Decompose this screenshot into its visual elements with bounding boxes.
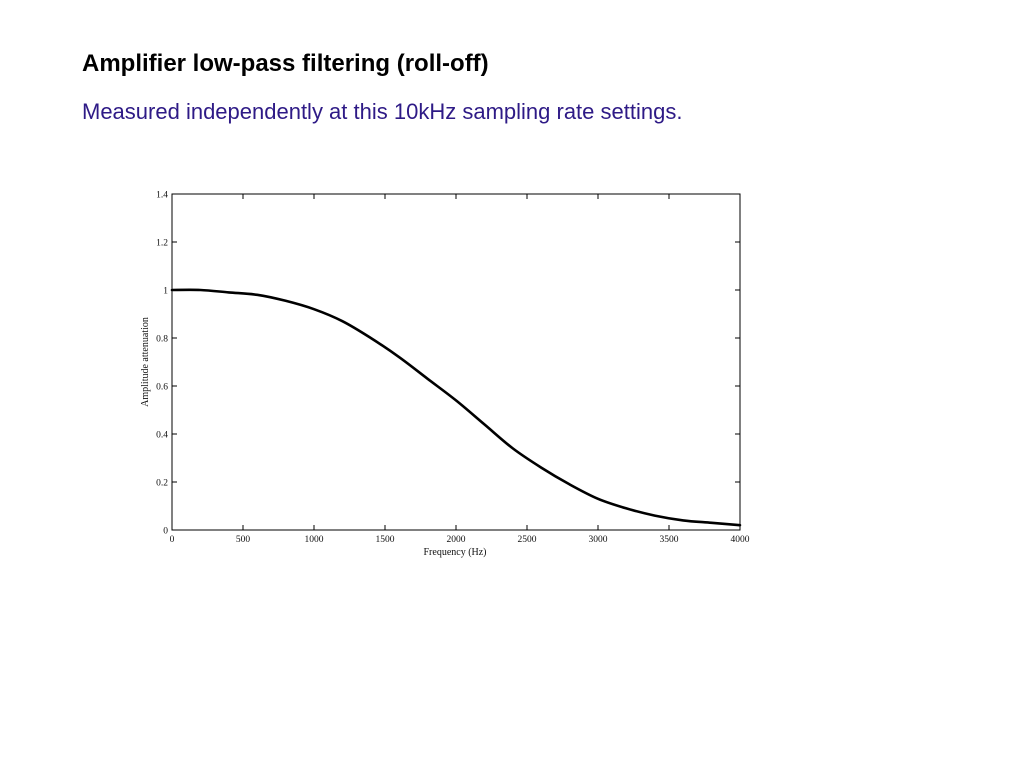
slide-subtitle: Measured independently at this 10kHz sam… [82, 99, 683, 124]
y-axis-label: Amplitude attenuation [140, 317, 151, 407]
x-tick-label: 2500 [518, 535, 537, 545]
x-axis-ticks: 0 500 1000 1500 2000 2500 3000 3500 4000 [170, 194, 750, 545]
x-tick-label: 1500 [376, 535, 395, 545]
y-tick-label: 0 [163, 527, 168, 537]
y-tick-label: 0.6 [156, 383, 168, 393]
slide-title: Amplifier low-pass filtering (roll-off) [82, 50, 489, 77]
x-tick-label: 0 [170, 535, 175, 545]
y-tick-label: 0.2 [156, 479, 168, 489]
x-tick-label: 2000 [447, 535, 466, 545]
x-axis-label: Frequency (Hz) [423, 547, 486, 558]
x-tick-label: 4000 [731, 535, 750, 545]
y-tick-label: 1.2 [156, 239, 168, 249]
y-tick-label: 1 [163, 287, 168, 297]
attenuation-curve [170, 288, 742, 527]
x-tick-label: 500 [236, 535, 251, 545]
x-tick-label: 3000 [589, 535, 608, 545]
x-tick-label: 3500 [660, 535, 679, 545]
y-tick-label: 1.4 [156, 191, 168, 201]
y-tick-label: 0.4 [156, 431, 168, 441]
plot-frame [171, 193, 741, 531]
x-tick-label: 1000 [305, 535, 324, 545]
y-tick-label: 0.8 [156, 335, 168, 345]
